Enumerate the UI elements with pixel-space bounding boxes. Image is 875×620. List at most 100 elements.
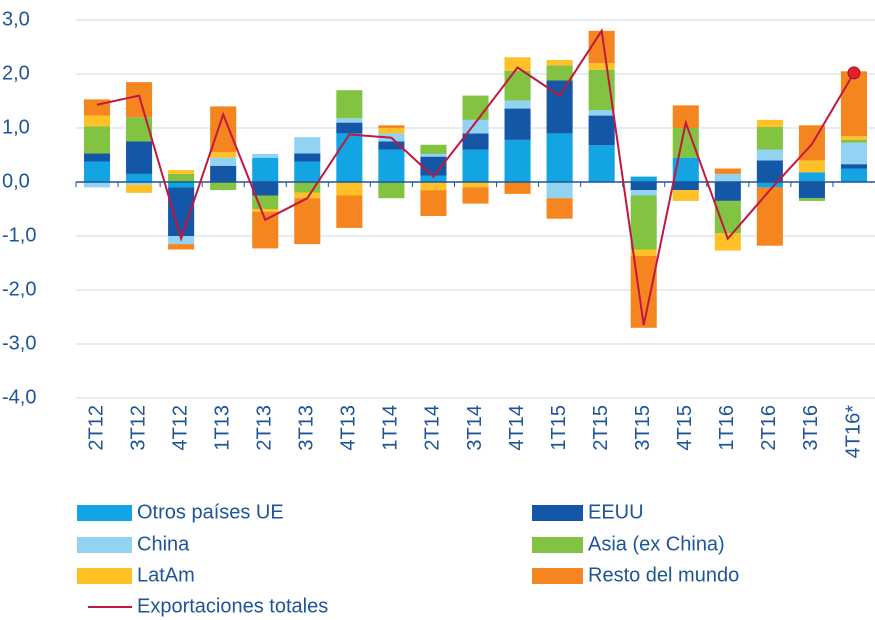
- bar-segment: [83, 182, 111, 188]
- x-tick-label: 2T12: [85, 405, 107, 451]
- x-tick-label: 3T12: [127, 405, 149, 451]
- legend-label: China: [137, 533, 190, 555]
- bar-segment: [378, 182, 405, 199]
- bar-segment: [336, 195, 363, 228]
- bar-segment: [840, 139, 868, 143]
- bar-segment: [126, 141, 153, 174]
- bar-segment: [83, 115, 111, 127]
- bar-segment: [462, 149, 489, 182]
- bar-segment: [588, 110, 615, 116]
- bar-segment: [756, 149, 783, 161]
- bar-segment: [210, 157, 237, 166]
- bar-segment: [630, 176, 657, 182]
- bar-segment: [378, 141, 405, 150]
- x-tick-label: 2T13: [254, 405, 276, 451]
- bar-segment: [126, 117, 153, 142]
- legend-swatch: [77, 537, 132, 553]
- x-tick-label: 4T15: [674, 405, 696, 451]
- bar-segment: [126, 82, 153, 118]
- x-tick-label: 2T15: [590, 405, 612, 451]
- legend-swatch: [532, 537, 583, 553]
- bar-segment: [210, 152, 237, 158]
- bar-segment: [126, 184, 153, 193]
- bar-segment: [294, 161, 321, 182]
- last-point-marker: [847, 66, 861, 80]
- bar-segment: [504, 70, 531, 101]
- bar-segment: [672, 128, 699, 158]
- bar-segment: [210, 182, 237, 191]
- y-tick-label: 2,0: [2, 62, 30, 84]
- x-tick-label: 1T16: [716, 405, 738, 451]
- bar-segment: [168, 182, 195, 188]
- bar-segment: [840, 142, 868, 165]
- bar-segment: [336, 90, 363, 119]
- x-tick-label: 1T13: [211, 405, 233, 451]
- bar-segment: [504, 57, 531, 71]
- bar-segment: [126, 182, 153, 185]
- bar-segment: [462, 95, 489, 120]
- bar-segment: [840, 164, 868, 169]
- bar-segment: [798, 182, 825, 199]
- y-tick-label: 3,0: [2, 8, 30, 30]
- bar-segment: [714, 233, 741, 251]
- bar-segment: [504, 100, 531, 109]
- legend-swatch: [532, 505, 583, 521]
- bar-segment: [336, 122, 363, 134]
- bar-segment: [546, 198, 573, 219]
- bar-segment: [83, 153, 111, 162]
- bar-segment: [630, 190, 657, 196]
- total-line: [96, 28, 855, 326]
- y-tick-label: -1,0: [2, 224, 36, 246]
- x-tick-label: 4T13: [338, 405, 360, 451]
- bar-segment: [378, 149, 405, 182]
- bar-segment: [126, 173, 153, 182]
- bar-segment: [83, 126, 111, 154]
- bar-segment: [546, 59, 573, 66]
- bar-segment: [168, 170, 195, 174]
- bar-segment: [798, 198, 825, 201]
- bar-segment: [294, 192, 321, 199]
- bar-segment: [294, 153, 321, 162]
- y-tick-label: -2,0: [2, 278, 36, 300]
- bar-segment: [504, 108, 531, 140]
- bar-segment: [83, 161, 111, 182]
- bar-segment: [168, 173, 195, 182]
- bar-segment: [294, 182, 321, 193]
- x-tick-label: 4T16*: [842, 405, 864, 459]
- bar-segment: [378, 125, 405, 128]
- bar-segment: [252, 182, 279, 196]
- bar-segment: [588, 115, 615, 146]
- bar-segment: [420, 190, 447, 217]
- legend-label: EEUU: [588, 501, 644, 523]
- bar-segment: [336, 133, 363, 182]
- bar-segment: [672, 105, 699, 128]
- bar-segment: [672, 190, 699, 201]
- x-tick-label: 3T16: [800, 405, 822, 451]
- bar-segment: [420, 153, 447, 157]
- bar-segment: [840, 71, 868, 137]
- x-tick-label: 3T14: [464, 405, 486, 451]
- bar-segment: [714, 168, 741, 174]
- x-tick-label: 3T15: [632, 405, 654, 451]
- bar-segment: [840, 136, 868, 140]
- bar-segment: [210, 165, 237, 182]
- y-tick-label: -3,0: [2, 332, 36, 354]
- bar-segment: [756, 119, 783, 127]
- bar-segment: [252, 153, 279, 158]
- x-tick-label: 4T12: [169, 405, 191, 451]
- bar-segment: [672, 182, 699, 191]
- bar-segment: [588, 63, 615, 70]
- bar-segment: [504, 182, 531, 194]
- x-tick-label: 2T16: [758, 405, 780, 451]
- legend-swatch: [77, 568, 132, 584]
- bar-segment: [420, 175, 447, 182]
- legend-swatch: [532, 568, 583, 584]
- bar-segment: [756, 187, 783, 246]
- legend-label: Asia (ex China): [588, 533, 725, 555]
- bar-segment: [588, 145, 615, 182]
- y-tick-label: -4,0: [2, 386, 36, 408]
- legend-label: Otros países UE: [137, 501, 284, 523]
- x-tick-label: 2T14: [422, 405, 444, 451]
- bar-segment: [840, 168, 868, 182]
